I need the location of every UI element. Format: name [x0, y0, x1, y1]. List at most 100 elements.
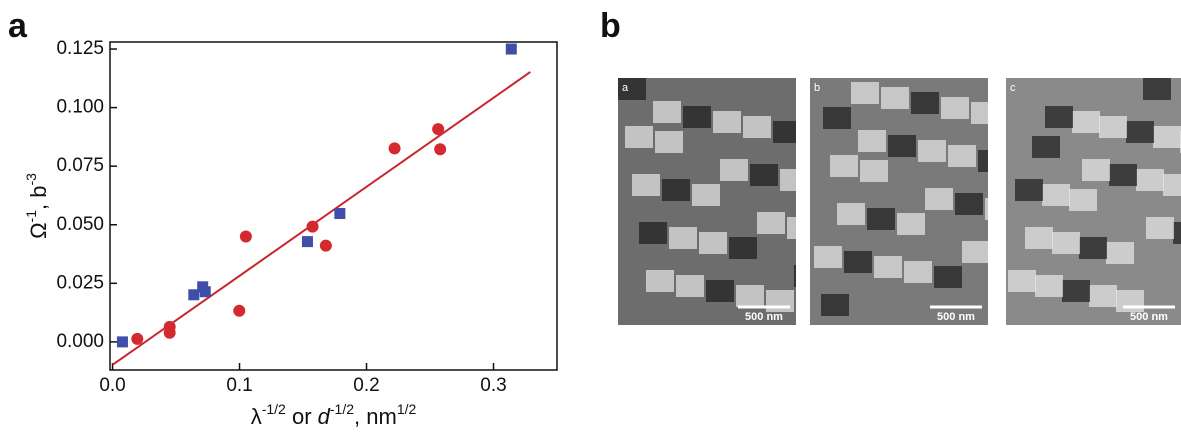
x-label: λ-1/2 or d-1/2, nm1/2: [251, 401, 417, 429]
grain: [888, 135, 916, 157]
grain: [676, 275, 704, 297]
grain: [1015, 179, 1043, 201]
grain: [1008, 270, 1036, 292]
point: [319, 239, 332, 252]
grain: [941, 97, 969, 119]
grain: [837, 203, 865, 225]
grain: [729, 237, 757, 259]
grain: [1136, 169, 1164, 191]
y-tick-label: 0.000: [56, 331, 104, 352]
grain: [625, 126, 653, 148]
point: [306, 220, 319, 233]
grain: [1153, 126, 1181, 148]
point: [432, 123, 445, 136]
label-part: Ω: [26, 222, 51, 238]
micrograph-label: a: [622, 82, 629, 94]
grain: [874, 256, 902, 278]
grain: [918, 140, 946, 162]
grain: [787, 217, 796, 239]
label-part: , nm: [354, 404, 397, 429]
grain: [823, 107, 851, 129]
fit-line: [111, 71, 531, 366]
grain: [1079, 237, 1107, 259]
point: [163, 326, 176, 339]
grain: [1173, 222, 1181, 244]
y-tick-label: 0.075: [56, 155, 104, 176]
grain: [904, 261, 932, 283]
grain: [851, 82, 879, 104]
point: [233, 304, 246, 317]
grain: [858, 130, 886, 152]
grain: [1116, 290, 1144, 312]
grain: [897, 213, 925, 235]
grain: [821, 294, 849, 316]
grain: [948, 145, 976, 167]
grain: [1163, 174, 1181, 196]
grain: [632, 174, 660, 196]
grain: [1032, 136, 1060, 158]
grain: [1126, 121, 1154, 143]
grain: [1146, 217, 1174, 239]
grain: [618, 78, 646, 100]
grain: [1045, 106, 1073, 128]
grain: [1035, 275, 1063, 297]
grain: [1042, 184, 1070, 206]
scale-bar-label: 500 nm: [1130, 311, 1168, 323]
grain: [780, 169, 796, 191]
label-part: -1/2: [330, 401, 354, 417]
grain: [683, 106, 711, 128]
grain: [925, 188, 953, 210]
point: [131, 332, 144, 345]
point: [199, 286, 211, 298]
point: [239, 230, 252, 243]
grain: [713, 111, 741, 133]
grain: [844, 251, 872, 273]
x-tick-label: 0.1: [226, 375, 252, 396]
grain: [1025, 227, 1053, 249]
scale-bar-label: 500 nm: [745, 311, 783, 323]
point: [388, 142, 401, 155]
micrograph: a 500 nm: [618, 78, 796, 325]
grain: [692, 184, 720, 206]
y-tick-label: 0.050: [56, 214, 104, 235]
grain: [867, 208, 895, 230]
grain: [860, 160, 888, 182]
grain: [830, 155, 858, 177]
label-part: or: [286, 404, 318, 429]
point: [505, 43, 517, 55]
grain: [653, 101, 681, 123]
plot-frame: [109, 41, 558, 371]
grain: [881, 87, 909, 109]
label-part: -3: [23, 173, 39, 186]
scale-bar-label: 500 nm: [937, 311, 975, 323]
grain: [1099, 116, 1127, 138]
grain: [971, 102, 988, 124]
label-part: 1/2: [397, 401, 417, 417]
grain: [1069, 189, 1097, 211]
grain: [669, 227, 697, 249]
point: [434, 143, 447, 156]
y-label: Ω-1, b-3: [23, 173, 51, 239]
grain: [773, 121, 796, 143]
micrograph-label: c: [1010, 82, 1016, 94]
y-tick-label: 0.025: [56, 272, 104, 293]
point: [116, 336, 128, 348]
micrograph: c 500 nm: [1006, 78, 1181, 325]
grain: [743, 116, 771, 138]
grain: [720, 159, 748, 181]
grain: [766, 290, 794, 312]
grain: [1106, 242, 1134, 264]
grain: [655, 131, 683, 153]
label-part: d: [318, 404, 331, 429]
panel-label: b: [600, 7, 621, 45]
panel-label: a: [8, 7, 28, 45]
grain: [736, 285, 764, 307]
x-tick-label: 0.3: [480, 375, 506, 396]
grain: [911, 92, 939, 114]
grain: [646, 270, 674, 292]
grain: [1072, 111, 1100, 133]
grain: [662, 179, 690, 201]
grain: [1089, 285, 1117, 307]
grain: [985, 198, 988, 220]
